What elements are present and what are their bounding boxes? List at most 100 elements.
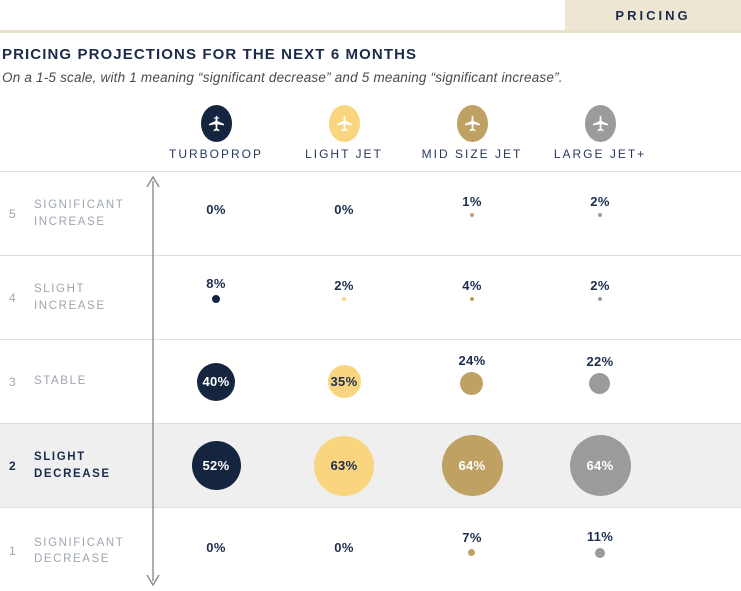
value-label: 0%	[206, 539, 226, 555]
top-rule: PRICING	[0, 0, 741, 33]
column-label: MID SIZE JET	[421, 147, 523, 161]
matrix-row-scale-4: 4 SLIGHT INCREASE 8% 2% 4% 2%	[0, 255, 741, 339]
value-label: 0%	[206, 202, 226, 217]
scale-label: SLIGHT DECREASE	[34, 451, 111, 480]
bubble-cell-large-jet-scale-3: 22%	[536, 340, 664, 423]
bubble	[469, 297, 474, 301]
row-label-significant-increase: 5 SIGNIFICANT INCREASE	[0, 197, 152, 229]
value-label: 24%	[458, 352, 486, 368]
bubble	[211, 295, 220, 303]
bubble-cell-mid-size-jet-scale-5: 1%	[408, 172, 536, 255]
scale-label: SIGNIFICANT INCREASE	[34, 199, 125, 228]
bubble-cell-light-jet-scale-1: 0%	[280, 508, 408, 591]
matrix-row-scale-5: 5 SIGNIFICANT INCREASE 0% 0% 1% 2%	[0, 171, 741, 255]
bubble-cell-large-jet-scale-2: 64%	[536, 424, 664, 507]
bubble-cell-mid-size-jet-scale-4: 4%	[408, 256, 536, 339]
bubble	[597, 213, 602, 217]
value-dot-group: 2%	[590, 194, 609, 217]
value-label: 4%	[462, 278, 482, 293]
header-spacer	[0, 105, 152, 171]
row-label-significant-decrease: 1 SIGNIFICANT DECREASE	[0, 535, 152, 567]
value-dot-group: 1%	[462, 194, 481, 217]
bubble-cell-large-jet-scale-4: 2%	[536, 256, 664, 339]
bubble-cell-large-jet-scale-1: 11%	[536, 508, 664, 591]
column-header-turboprop: TURBOPROP	[152, 105, 280, 171]
column-header-mid-size-jet: MID SIZE JET	[408, 105, 536, 171]
bubble-cell-turboprop-scale-5: 0%	[152, 172, 280, 255]
bubble-cell-turboprop-scale-3: 40%	[152, 340, 280, 423]
bubble	[469, 213, 474, 217]
bubble: 40%	[197, 362, 235, 401]
column-label: LIGHT JET	[305, 147, 383, 161]
value-label: 0%	[334, 539, 354, 555]
value-dot-group: 4%	[462, 278, 481, 301]
bubble-cell-light-jet-scale-2: 63%	[280, 424, 408, 507]
column-header-light-jet: LIGHT JET	[280, 105, 408, 171]
value-dot-group: 2%	[334, 278, 353, 301]
value-dot-group: 11%	[587, 529, 613, 558]
bubble: 35%	[327, 365, 361, 398]
scale-number: 4	[9, 290, 16, 305]
column-header-large-jet: LARGE JET+	[536, 105, 664, 171]
bubble-cell-mid-size-jet-scale-3: 24%	[408, 340, 536, 423]
value-dot-group: 2%	[590, 278, 609, 301]
bubble-cell-light-jet-scale-3: 35%	[280, 340, 408, 423]
bubble-matrix-chart: TURBOPROP LIGHT JET MID SIZE JET LARGE JET+…	[0, 103, 741, 591]
scale-label: SLIGHT INCREASE	[34, 283, 106, 312]
turboprop-plane-icon	[200, 105, 232, 142]
pricing-section-tab: PRICING	[565, 0, 741, 30]
bubble: 64%	[441, 435, 503, 496]
bubble-cell-large-jet-scale-5: 2%	[536, 172, 664, 255]
bubble: 63%	[314, 435, 374, 496]
bubble-cell-turboprop-scale-2: 52%	[152, 424, 280, 507]
value-label: 2%	[590, 194, 610, 209]
bubble: 64%	[569, 435, 631, 496]
scale-number: 1	[9, 544, 16, 558]
row-label-slight-increase: 4 SLIGHT INCREASE	[0, 281, 152, 313]
value-dot-group: 24%	[459, 353, 486, 395]
row-label-slight-decrease: 2 SLIGHT DECREASE	[0, 449, 152, 481]
mid-size-jet-plane-icon	[456, 105, 488, 142]
matrix-row-scale-1: 1 SIGNIFICANT DECREASE 0% 0% 7% 11%	[0, 507, 741, 591]
scale-number: 5	[9, 206, 16, 221]
bubble	[589, 372, 611, 394]
bubble-cell-turboprop-scale-4: 8%	[152, 256, 280, 339]
matrix-rows: 5 SIGNIFICANT INCREASE 0% 0% 1% 2% 4 SLIGHT INC…	[0, 171, 741, 591]
bubble-cell-mid-size-jet-scale-1: 7%	[408, 508, 536, 591]
value-label: 1%	[462, 194, 482, 209]
bubble	[594, 547, 605, 558]
value-dot-group: 7%	[462, 530, 481, 556]
page-subtitle: On a 1-5 scale, with 1 meaning “signific…	[2, 70, 563, 85]
value-label: 7%	[462, 530, 482, 545]
bubble	[460, 371, 484, 395]
value-label: 2%	[334, 278, 354, 293]
bubble	[341, 297, 346, 301]
row-label-stable: 3 STABLE	[0, 373, 152, 389]
column-label: TURBOPROP	[168, 147, 263, 161]
scale-label: SIGNIFICANT DECREASE	[34, 536, 125, 565]
value-label: 22%	[586, 353, 614, 369]
page-title: PRICING PROJECTIONS FOR THE NEXT 6 MONTH…	[2, 46, 418, 63]
scale-label: STABLE	[34, 375, 87, 388]
value-label: 11%	[586, 528, 614, 544]
value-label: 8%	[206, 276, 226, 291]
column-label: LARGE JET+	[553, 147, 647, 161]
bubble	[597, 297, 602, 301]
value-label: 2%	[590, 278, 610, 293]
bubble-cell-mid-size-jet-scale-2: 64%	[408, 424, 536, 507]
scale-number: 2	[9, 458, 16, 473]
matrix-row-scale-2: 2 SLIGHT DECREASE 52% 63% 64% 64%	[0, 423, 741, 507]
bubble	[468, 549, 476, 556]
column-header-row: TURBOPROP LIGHT JET MID SIZE JET LARGE JET+	[0, 103, 741, 171]
large-jet-plane-icon	[584, 105, 616, 142]
bubble-cell-turboprop-scale-1: 0%	[152, 508, 280, 591]
light-jet-plane-icon	[328, 105, 360, 142]
value-dot-group: 22%	[587, 354, 614, 394]
value-dot-group: 8%	[206, 276, 225, 303]
bubble-cell-light-jet-scale-5: 0%	[280, 172, 408, 255]
scale-number: 3	[9, 374, 16, 389]
matrix-row-scale-3: 3 STABLE 40% 35% 24% 22%	[0, 339, 741, 423]
value-label: 0%	[334, 202, 354, 217]
bubble: 52%	[191, 441, 241, 490]
